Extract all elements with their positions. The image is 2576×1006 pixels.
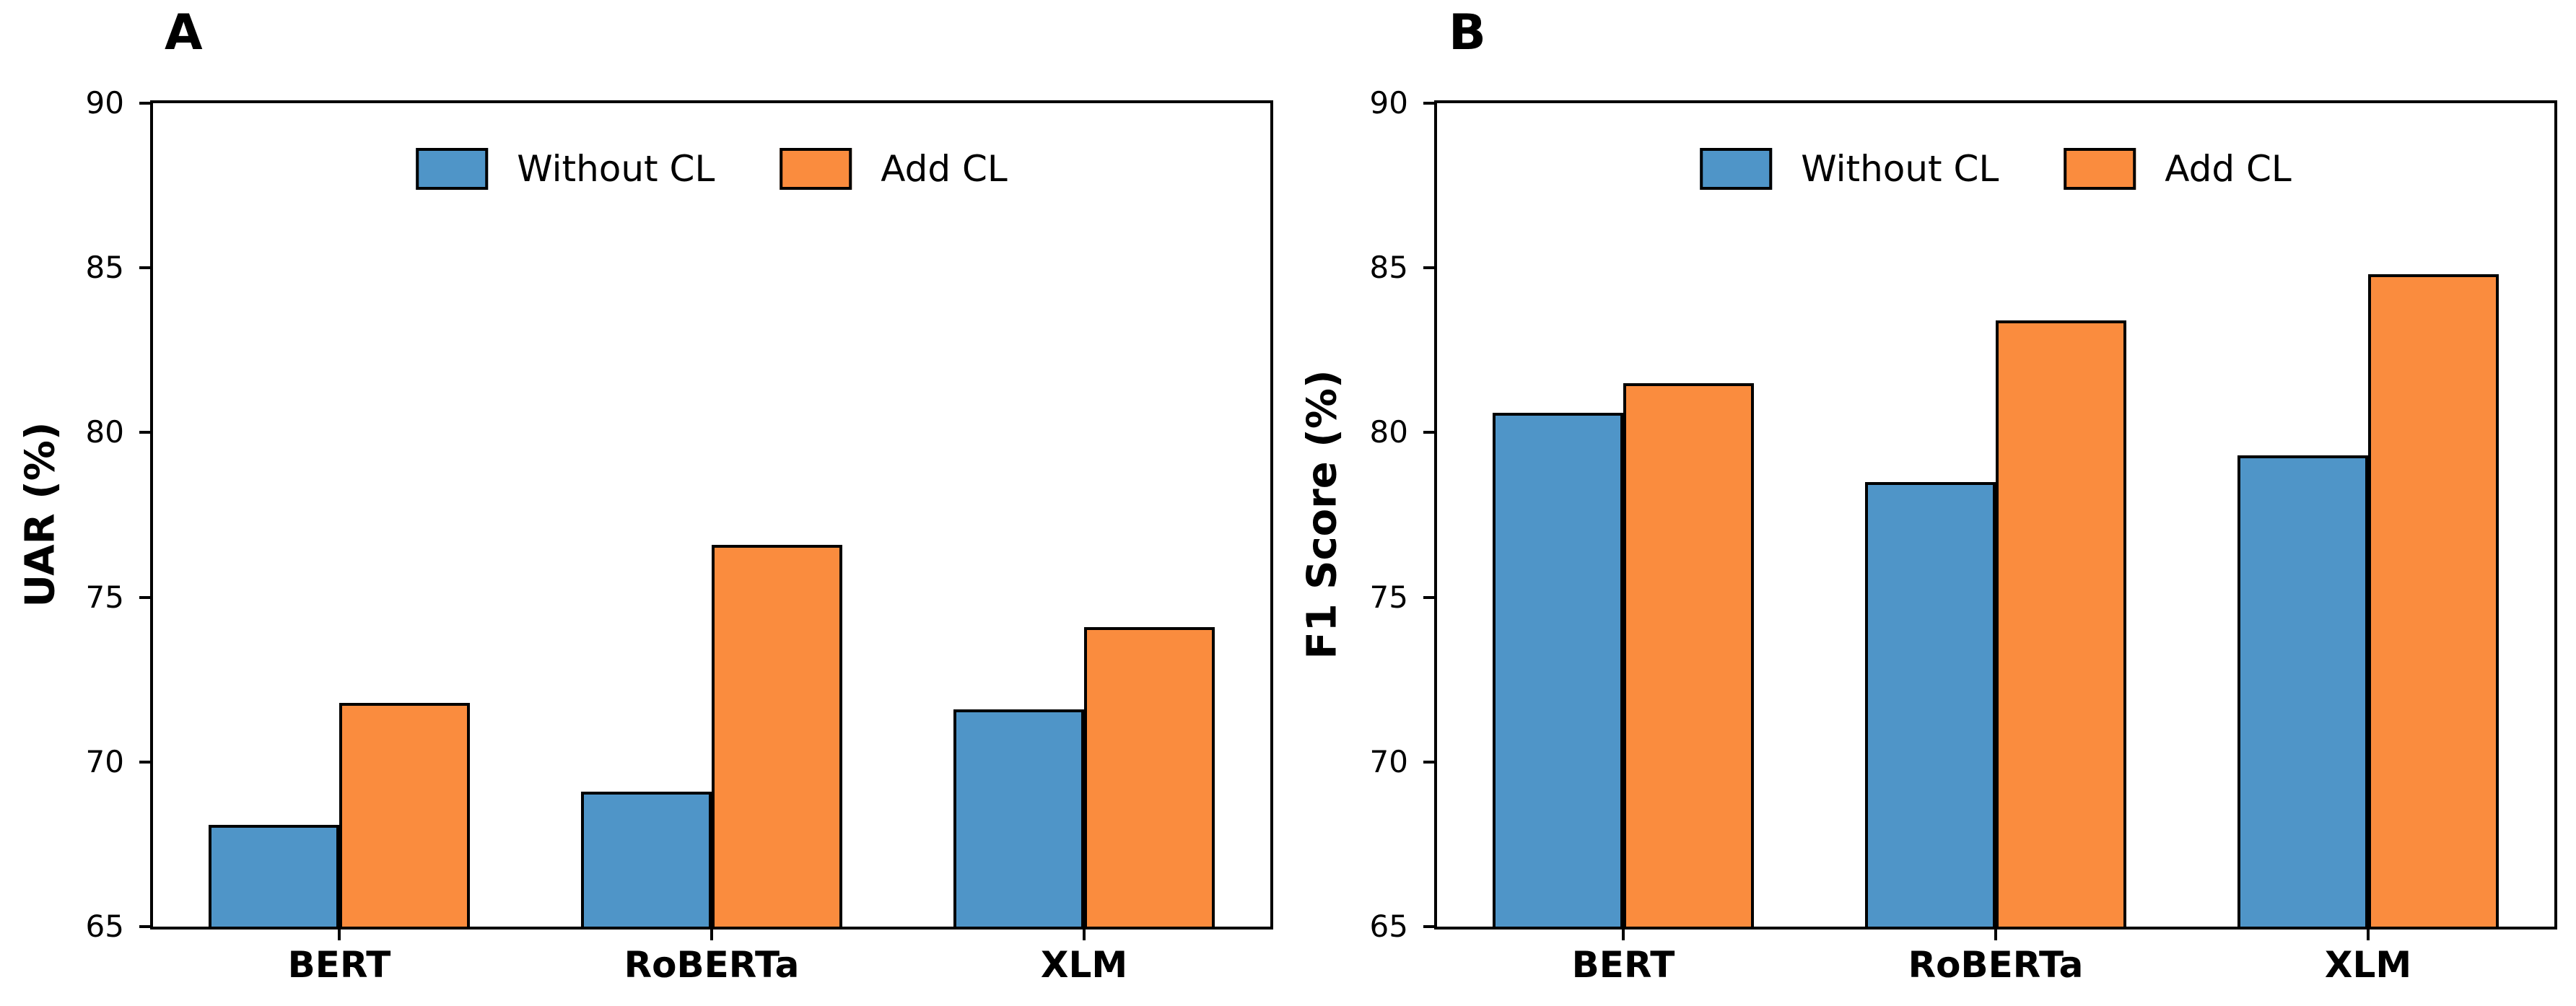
bar-without-cl-roberta	[581, 791, 712, 927]
y-tick-label: 70	[1369, 743, 1408, 779]
x-tick-label-xlm: XLM	[2324, 944, 2412, 986]
y-tick-label: 80	[85, 414, 124, 450]
x-tick-mark	[1083, 930, 1086, 940]
legend-entry-add-cl: Add CL	[780, 148, 1008, 190]
y-tick-mark	[1423, 760, 1434, 764]
add-cl-swatch-icon	[780, 148, 852, 190]
bar-add-cl-xlm	[1084, 626, 1215, 927]
legend-label-without-cl: Without CL	[517, 148, 715, 190]
bar-without-cl-roberta	[1865, 481, 1996, 927]
y-tick-label: 70	[85, 743, 124, 779]
x-tick-mark	[710, 930, 713, 940]
without-cl-swatch-icon	[416, 148, 489, 190]
y-tick-label: 90	[1369, 85, 1408, 121]
y-tick-label: 65	[85, 909, 124, 944]
y-tick-mark	[1423, 925, 1434, 928]
y-tick-mark	[139, 925, 150, 928]
x-tick-label-roberta: RoBERTa	[1908, 944, 2084, 986]
y-tick-mark	[1423, 102, 1434, 105]
y-tick-mark	[139, 266, 150, 270]
without-cl-swatch-icon	[1700, 148, 1773, 190]
panel-a-axes: 65 70 75 80 85 90 BERT RoBERTa XLM Without CL Ad…	[86, 85, 1273, 985]
panel-b-plot-area: 65 70 75 80 85 90 BERT RoBERTa XLM	[1370, 85, 2554, 985]
x-tick-label-xlm: XLM	[1040, 944, 1128, 986]
panel-b-legend: Without CL Add CL	[1700, 148, 2292, 190]
panel-b-letter: B	[1449, 4, 1486, 61]
y-tick-label: 75	[85, 579, 124, 615]
y-tick-mark	[139, 595, 150, 599]
y-tick-label: 85	[1369, 250, 1408, 286]
panel-a-plot-area: 65 70 75 80 85 90 BERT RoBERTa XLM	[86, 85, 1270, 985]
x-tick-mark	[1622, 930, 1625, 940]
y-tick-label: 75	[1369, 579, 1408, 615]
legend-entry-without-cl: Without CL	[416, 148, 715, 190]
y-tick-label: 85	[85, 250, 124, 286]
bar-add-cl-bert	[339, 702, 470, 927]
legend-entry-add-cl: Add CL	[2064, 148, 2292, 190]
x-tick-mark	[1994, 930, 1997, 940]
bar-without-cl-xlm	[953, 709, 1084, 927]
y-tick-mark	[139, 431, 150, 434]
y-tick-mark	[1423, 431, 1434, 434]
x-tick-mark	[2367, 930, 2370, 940]
y-tick-mark	[139, 760, 150, 764]
y-tick-label: 80	[1369, 414, 1408, 450]
y-tick-mark	[139, 102, 150, 105]
panel-b-axes: 65 70 75 80 85 90 BERT RoBERTa XLM Without CL Ad…	[1370, 85, 2557, 985]
y-tick-mark	[1423, 595, 1434, 599]
y-tick-label: 90	[85, 85, 124, 121]
legend-label-add-cl: Add CL	[881, 148, 1008, 190]
legend-entry-without-cl: Without CL	[1700, 148, 1999, 190]
legend-label-without-cl: Without CL	[1801, 148, 1999, 190]
bar-add-cl-xlm	[2368, 274, 2499, 927]
bar-add-cl-bert	[1623, 382, 1754, 927]
y-tick-label: 65	[1369, 909, 1408, 944]
y-tick-mark	[1423, 266, 1434, 270]
bar-without-cl-xlm	[2237, 455, 2368, 927]
bar-without-cl-bert	[209, 824, 339, 927]
x-tick-label-bert: BERT	[287, 944, 391, 986]
x-tick-label-bert: BERT	[1571, 944, 1675, 986]
bar-add-cl-roberta	[1996, 320, 2126, 927]
legend-label-add-cl: Add CL	[2165, 148, 2292, 190]
add-cl-swatch-icon	[2064, 148, 2136, 190]
panel-a-legend: Without CL Add CL	[416, 148, 1008, 190]
bar-without-cl-bert	[1493, 413, 1623, 927]
bar-add-cl-roberta	[712, 544, 842, 927]
x-tick-mark	[338, 930, 341, 940]
x-tick-label-roberta: RoBERTa	[624, 944, 800, 986]
panel-a-letter: A	[165, 4, 203, 61]
